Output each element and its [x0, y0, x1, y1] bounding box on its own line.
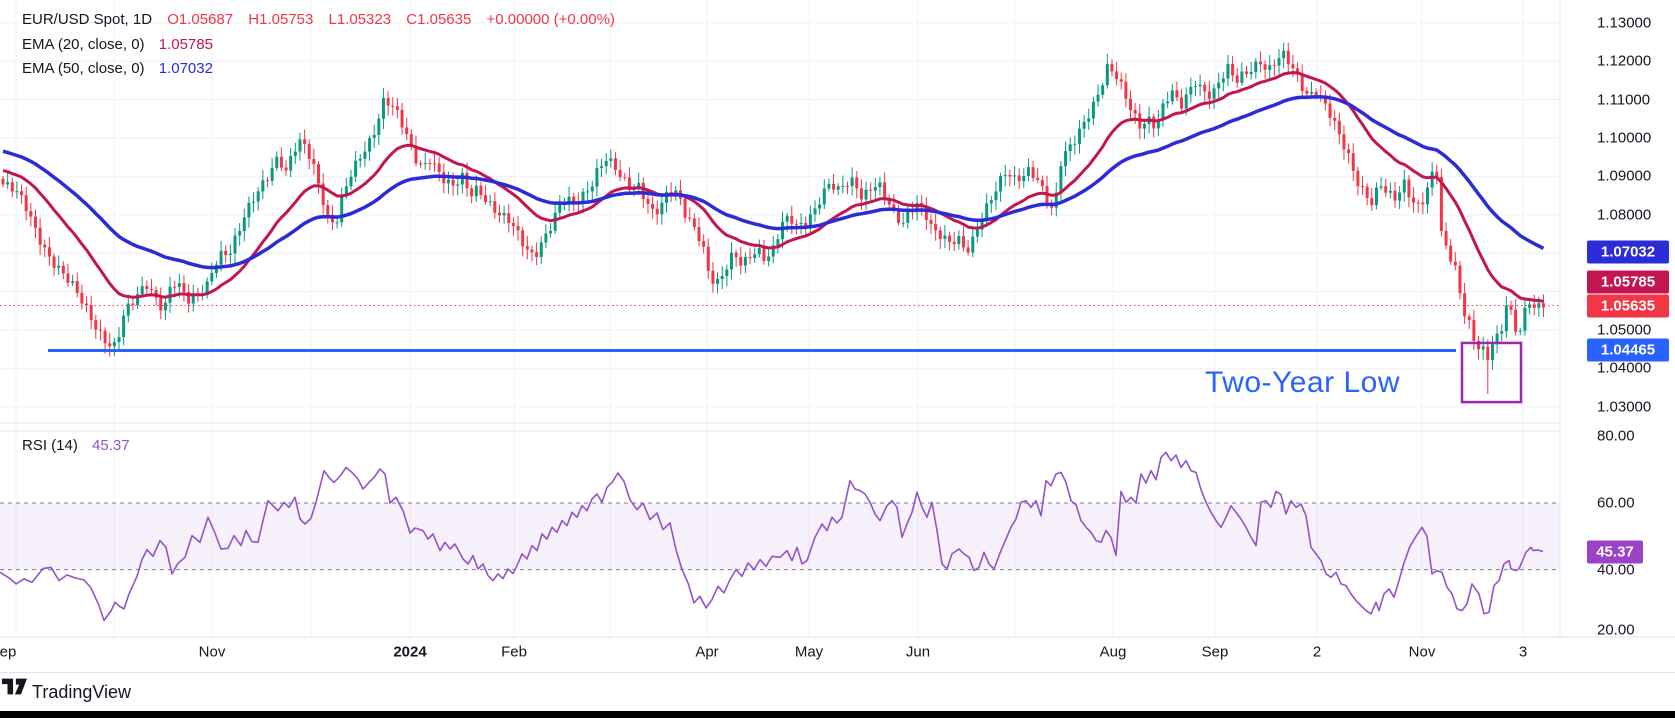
rsi-tick-label: 20.00 — [1597, 621, 1635, 639]
chart-canvas[interactable] — [0, 0, 1675, 672]
price-tick-label: 1.12000 — [1597, 52, 1652, 70]
time-axis-label[interactable]: 3 — [1518, 643, 1528, 661]
bottom-black-bar — [0, 711, 1675, 718]
rsi-tick-label: 60.00 — [1597, 494, 1635, 512]
price-tick-label: 1.09000 — [1597, 167, 1652, 185]
gridlines — [0, 0, 1560, 637]
two-year-low-box — [1460, 341, 1523, 404]
time-axis-label[interactable]: 2024 — [393, 643, 427, 661]
time-axis-label[interactable]: May — [794, 643, 824, 661]
time-axis-label[interactable]: Feb — [501, 643, 527, 661]
time-axis-label[interactable]: 2 — [1312, 643, 1322, 661]
candles — [1, 42, 1545, 395]
ohlc-open: O1.05687 — [167, 11, 234, 28]
time-axis-label[interactable]: Apr — [695, 643, 719, 661]
time-axis-label[interactable]: Nov — [198, 643, 226, 661]
rsi-tick-label: 40.00 — [1597, 561, 1635, 579]
footer-bar: TradingView — [0, 672, 1675, 712]
ema50-value: 1.07032 — [158, 60, 213, 77]
time-axis-label[interactable]: ep — [0, 643, 17, 661]
ema50-legend[interactable]: EMA (50, close, 0) 1.07032 — [22, 60, 213, 77]
time-axis-label[interactable]: Sep — [1201, 643, 1229, 661]
ema20-legend[interactable]: EMA (20, close, 0) 1.05785 — [22, 36, 213, 53]
ema20-value-badge: 1.05785 — [1587, 270, 1669, 294]
time-axis-label[interactable]: Jun — [905, 643, 931, 661]
ema20-line — [2, 71, 1544, 303]
support-level-badge: 1.04465 — [1587, 338, 1669, 362]
rsi-label[interactable]: RSI (14) — [22, 437, 78, 454]
ohlc-low: L1.05323 — [328, 11, 392, 28]
rsi-line — [0, 451, 1544, 622]
ema50-value-badge: 1.07032 — [1587, 240, 1669, 264]
symbol-title[interactable]: EUR/USD Spot, 1D — [22, 11, 153, 28]
ema20-label[interactable]: EMA (20, close, 0) — [22, 36, 145, 53]
ema50-label[interactable]: EMA (50, close, 0) — [22, 60, 145, 77]
price-tick-label: 1.03000 — [1597, 398, 1652, 416]
last-price-badge: 1.05635 — [1587, 294, 1669, 318]
ema20-value: 1.05785 — [158, 36, 213, 53]
rsi-value-badge: 45.37 — [1587, 540, 1643, 564]
time-axis-label[interactable]: Aug — [1099, 643, 1127, 661]
price-tick-label: 1.13000 — [1597, 14, 1652, 32]
price-tick-label: 1.08000 — [1597, 206, 1652, 224]
rsi-plot — [0, 451, 1560, 622]
rsi-tick-label: 80.00 — [1597, 427, 1635, 445]
rsi-legend[interactable]: RSI (14) 45.37 — [22, 437, 130, 454]
price-tick-label: 1.10000 — [1597, 129, 1652, 147]
rsi-value: 45.37 — [92, 437, 130, 454]
ohlc-close: C1.05635 — [406, 11, 472, 28]
ohlc-change: +0.00000 (+0.00%) — [486, 11, 615, 28]
price-tick-label: 1.04000 — [1597, 359, 1652, 377]
time-axis-label[interactable]: Nov — [1408, 643, 1436, 661]
two-year-low-annotation: Two-Year Low — [1205, 366, 1400, 399]
brand-name[interactable]: TradingView — [32, 682, 132, 702]
price-tick-label: 1.11000 — [1597, 91, 1651, 108]
ohlc-high: H1.05753 — [248, 11, 314, 28]
symbol-legend[interactable]: EUR/USD Spot, 1D O1.05687 H1.05753 L1.05… — [22, 11, 615, 28]
price-tick-label: 1.05000 — [1597, 321, 1652, 339]
ema50-line — [2, 95, 1545, 270]
